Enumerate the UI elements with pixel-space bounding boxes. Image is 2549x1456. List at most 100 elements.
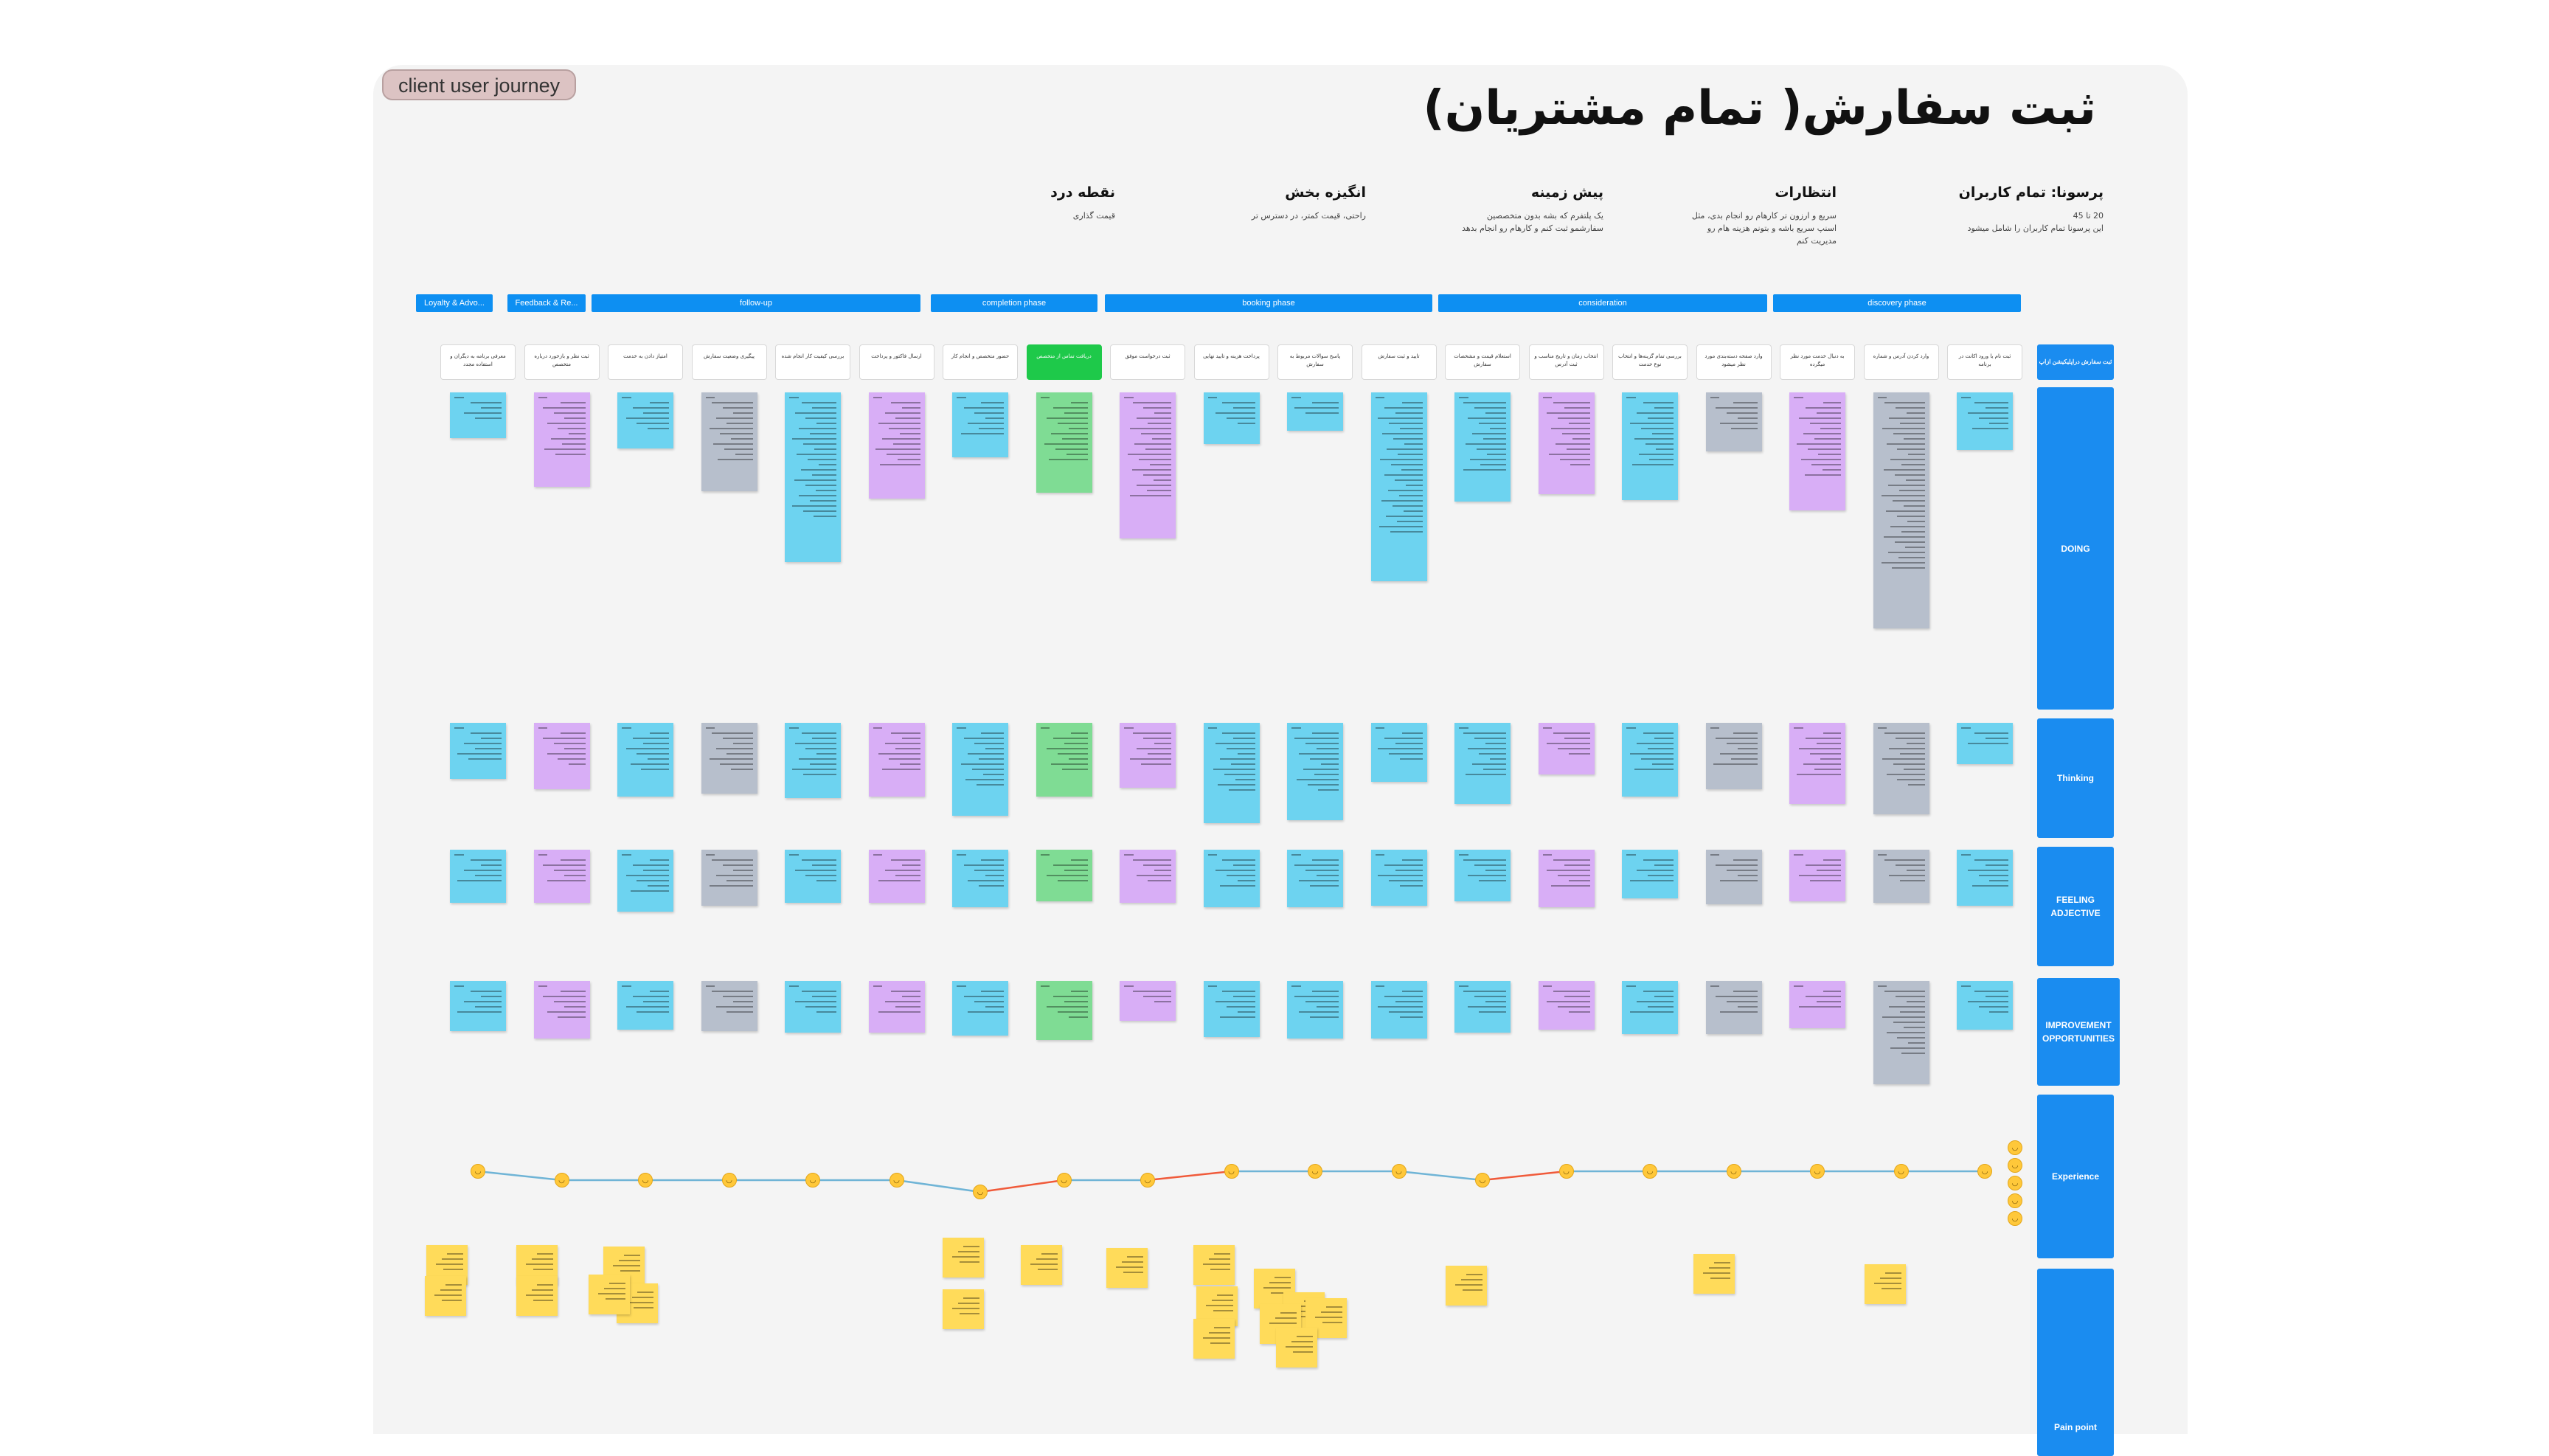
pain-sticky-note[interactable] bbox=[1193, 1319, 1235, 1359]
sticky-note[interactable] bbox=[952, 392, 1008, 457]
sticky-note[interactable] bbox=[533, 981, 590, 1039]
pain-sticky-note[interactable] bbox=[516, 1276, 558, 1316]
phase-consideration[interactable]: consideration bbox=[1438, 294, 1767, 312]
sticky-note[interactable] bbox=[1622, 981, 1678, 1034]
sticky-note[interactable] bbox=[1036, 981, 1092, 1040]
sticky-note[interactable] bbox=[1789, 850, 1845, 901]
sticky-note[interactable] bbox=[1538, 392, 1595, 494]
journey-step[interactable]: به دنبال خدمت مورد نظر میگرده bbox=[1780, 344, 1855, 380]
sticky-note[interactable] bbox=[701, 723, 757, 794]
journey-step[interactable]: بررسی تمام گزینه‌ها و انتخاب نوع خدمت bbox=[1612, 344, 1688, 380]
journey-step[interactable]: امتیاز دادن به خدمت bbox=[608, 344, 683, 380]
sticky-note[interactable] bbox=[1454, 850, 1511, 901]
sticky-note[interactable] bbox=[1454, 392, 1511, 502]
sticky-note[interactable] bbox=[785, 850, 841, 903]
journey-step[interactable]: پیگیری وضعیت سفارش bbox=[691, 344, 767, 380]
sticky-note[interactable] bbox=[450, 981, 506, 1031]
sticky-note[interactable] bbox=[1789, 981, 1845, 1028]
journey-step[interactable]: تایید و ثبت سفارش bbox=[1361, 344, 1437, 380]
phase-discovery[interactable]: discovery phase bbox=[1773, 294, 2021, 312]
sticky-note[interactable] bbox=[952, 723, 1008, 816]
pain-sticky-note[interactable] bbox=[943, 1289, 984, 1329]
sticky-note[interactable] bbox=[1370, 850, 1427, 906]
phase-loyalty[interactable]: Loyalty & Advo... bbox=[416, 294, 493, 312]
pain-sticky-note[interactable] bbox=[1276, 1328, 1317, 1367]
sticky-note[interactable] bbox=[1957, 723, 2013, 764]
sticky-note[interactable] bbox=[617, 981, 673, 1030]
sticky-note[interactable] bbox=[1036, 723, 1092, 797]
journey-step[interactable]: حضور متخصص و انجام کار bbox=[943, 344, 1018, 380]
pain-sticky-note[interactable] bbox=[1693, 1254, 1735, 1294]
sticky-note[interactable] bbox=[1705, 723, 1762, 789]
sticky-note[interactable] bbox=[1036, 850, 1092, 901]
pain-sticky-note[interactable] bbox=[1865, 1264, 1906, 1304]
sticky-note[interactable] bbox=[617, 850, 673, 912]
pain-sticky-note[interactable] bbox=[589, 1275, 630, 1314]
journey-step[interactable]: استعلام قیمت و مشخصات سفارش bbox=[1445, 344, 1520, 380]
sticky-note[interactable] bbox=[868, 850, 925, 903]
journey-step[interactable]: پرداخت هزینه و تایید نهایی bbox=[1193, 344, 1269, 380]
sticky-note[interactable] bbox=[1957, 850, 2013, 906]
sticky-note[interactable] bbox=[1454, 723, 1511, 804]
sticky-note[interactable] bbox=[868, 981, 925, 1033]
sticky-note[interactable] bbox=[1203, 723, 1260, 823]
pain-sticky-note[interactable] bbox=[943, 1238, 984, 1278]
sticky-note[interactable] bbox=[1873, 392, 1929, 628]
sticky-note[interactable] bbox=[868, 392, 925, 499]
sticky-note[interactable] bbox=[1120, 723, 1176, 788]
journey-step[interactable]: معرفی برنامه به دیگران و استفاده مجدد bbox=[440, 344, 516, 380]
sticky-note[interactable] bbox=[1622, 850, 1678, 898]
sticky-note[interactable] bbox=[701, 981, 757, 1031]
sticky-note[interactable] bbox=[1287, 392, 1343, 431]
pain-sticky-note[interactable] bbox=[1021, 1245, 1062, 1285]
sticky-note[interactable] bbox=[1789, 723, 1845, 804]
sticky-note[interactable] bbox=[1957, 981, 2013, 1030]
journey-step[interactable]: ثبت نظر و بازخورد درباره متخصص bbox=[524, 344, 600, 380]
journey-step[interactable]: انتخاب زمان و تاریخ مناسب و ثبت آدرس bbox=[1528, 344, 1604, 380]
phase-follow-up[interactable]: follow-up bbox=[592, 294, 920, 312]
pain-sticky-note[interactable] bbox=[1193, 1245, 1235, 1285]
sticky-note[interactable] bbox=[1705, 850, 1762, 904]
sticky-note[interactable] bbox=[1120, 392, 1176, 538]
sticky-note[interactable] bbox=[1120, 981, 1176, 1021]
sticky-note[interactable] bbox=[1287, 850, 1343, 907]
journey-step[interactable]: ثبت درخواست موفق bbox=[1110, 344, 1185, 380]
pain-sticky-note[interactable] bbox=[1106, 1248, 1148, 1288]
sticky-note[interactable] bbox=[1957, 392, 2013, 450]
sticky-note[interactable] bbox=[1287, 981, 1343, 1039]
sticky-note[interactable] bbox=[1789, 392, 1845, 510]
sticky-note[interactable] bbox=[1705, 392, 1762, 451]
sticky-note[interactable] bbox=[1705, 981, 1762, 1034]
journey-step[interactable]: دریافت تماس از متخصص bbox=[1026, 344, 1102, 380]
board-badge[interactable]: client user journey bbox=[382, 69, 577, 100]
sticky-note[interactable] bbox=[1538, 981, 1595, 1030]
sticky-note[interactable] bbox=[533, 392, 590, 487]
sticky-note[interactable] bbox=[1622, 723, 1678, 797]
journey-step[interactable]: ثبت نام یا ورود اکانت در برنامه bbox=[1947, 344, 2022, 380]
sticky-note[interactable] bbox=[450, 392, 506, 438]
sticky-note[interactable] bbox=[1370, 723, 1427, 782]
sticky-note[interactable] bbox=[701, 392, 757, 491]
phase-booking[interactable]: booking phase bbox=[1105, 294, 1432, 312]
journey-step[interactable]: پاسخ سوالات مربوط به سفارش bbox=[1277, 344, 1353, 380]
sticky-note[interactable] bbox=[1873, 981, 1929, 1084]
journey-step[interactable]: بررسی کیفیت کار انجام شده bbox=[775, 344, 850, 380]
journey-step[interactable]: وارد کردن آدرس و شماره bbox=[1863, 344, 1939, 380]
sticky-note[interactable] bbox=[785, 981, 841, 1033]
sticky-note[interactable] bbox=[1203, 392, 1260, 444]
sticky-note[interactable] bbox=[533, 850, 590, 903]
sticky-note[interactable] bbox=[868, 723, 925, 797]
sticky-note[interactable] bbox=[1873, 850, 1929, 903]
sticky-note[interactable] bbox=[1622, 392, 1678, 500]
sticky-note[interactable] bbox=[785, 723, 841, 798]
sticky-note[interactable] bbox=[1370, 392, 1427, 581]
sticky-note[interactable] bbox=[952, 981, 1008, 1036]
sticky-note[interactable] bbox=[1873, 723, 1929, 814]
sticky-note[interactable] bbox=[617, 723, 673, 797]
pain-sticky-note[interactable] bbox=[1446, 1266, 1487, 1306]
sticky-note[interactable] bbox=[1454, 981, 1511, 1033]
sticky-note[interactable] bbox=[450, 850, 506, 903]
sticky-note[interactable] bbox=[785, 392, 841, 562]
sticky-note[interactable] bbox=[1120, 850, 1176, 903]
phase-completion[interactable]: completion phase bbox=[931, 294, 1097, 312]
